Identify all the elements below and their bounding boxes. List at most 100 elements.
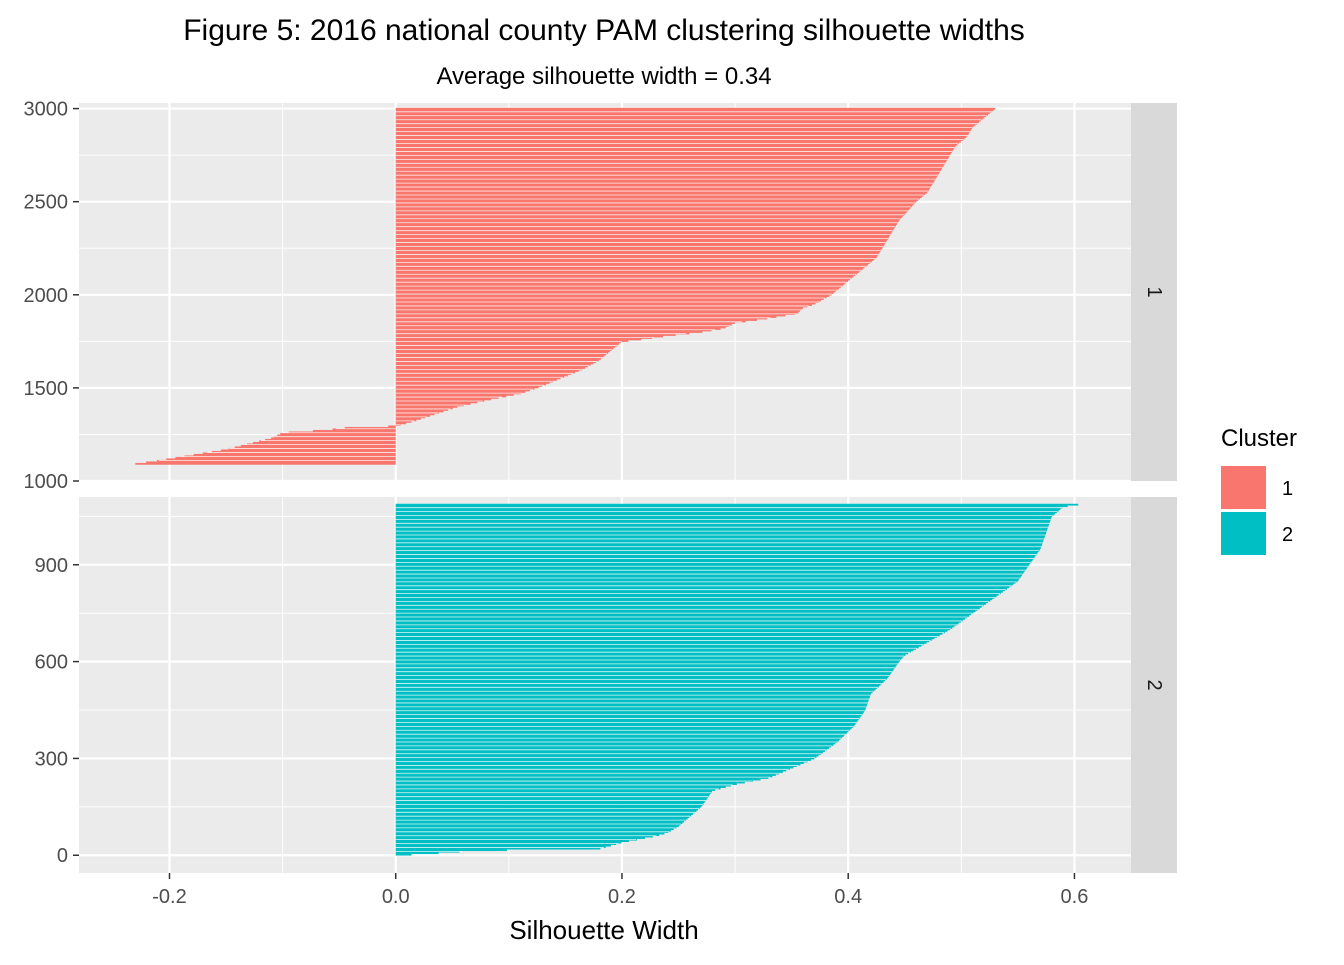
silhouette-bar	[395, 310, 800, 312]
silhouette-bar	[395, 419, 417, 422]
silhouette-bar	[395, 613, 972, 616]
silhouette-bar	[395, 115, 987, 118]
silhouette-bar	[395, 422, 407, 425]
silhouette-bar	[395, 786, 726, 788]
silhouette-bar	[395, 664, 897, 667]
silhouette-bar	[271, 437, 396, 440]
silhouette-bar	[395, 590, 1003, 593]
silhouette-bar	[395, 361, 597, 363]
silhouette-bar	[395, 218, 900, 221]
silhouette-bar	[395, 625, 955, 628]
silhouette-bar	[395, 705, 867, 707]
silhouette-bar	[395, 182, 933, 185]
silhouette-bar	[395, 563, 1030, 566]
silhouette-bar	[395, 829, 672, 832]
silhouette-bar	[395, 717, 860, 719]
silhouette-bar	[395, 703, 868, 706]
silhouette-bar	[395, 578, 1019, 581]
silhouette-bar	[395, 658, 902, 661]
silhouette-bar	[395, 688, 876, 691]
silhouette-bar	[240, 444, 396, 447]
silhouette-bar	[395, 766, 794, 769]
silhouette-bar	[395, 229, 894, 231]
silhouette-bar	[277, 434, 396, 437]
silhouette-bar	[395, 687, 878, 689]
silhouette-bar	[395, 810, 697, 812]
silhouette-bar	[395, 398, 492, 401]
silhouette-bar	[395, 598, 993, 601]
silhouette-bar	[395, 808, 699, 811]
silhouette-bar	[395, 665, 896, 668]
silhouette-bar	[395, 131, 970, 134]
silhouette-bar	[395, 678, 887, 680]
silhouette-bar	[332, 428, 396, 431]
silhouette-bar	[395, 247, 883, 249]
silhouette-bar	[395, 119, 981, 122]
silhouette-bar	[395, 401, 478, 404]
silhouette-bar	[395, 765, 797, 767]
silhouette-bar	[220, 449, 396, 452]
silhouette-bar	[395, 574, 1022, 577]
silhouette-bar	[395, 742, 836, 745]
silhouette-bar	[395, 227, 895, 230]
silhouette-bar	[395, 712, 863, 715]
silhouette-bar	[395, 735, 844, 737]
silhouette-bar	[395, 550, 1039, 553]
facet-strip-label: 2	[1143, 679, 1165, 690]
silhouette-bar	[395, 149, 953, 152]
silhouette-bar	[395, 118, 983, 121]
silhouette-bar	[395, 235, 890, 237]
silhouette-bar	[395, 754, 819, 757]
silhouette-bar	[395, 341, 621, 344]
silhouette-bar	[395, 520, 1051, 523]
silhouette-bar	[395, 317, 768, 320]
silhouette-bar	[395, 667, 895, 670]
silhouette-bar	[395, 781, 745, 784]
silhouette-bar	[395, 292, 834, 294]
silhouette-bar	[395, 280, 849, 282]
silhouette-bar	[395, 638, 932, 641]
silhouette-bar	[395, 116, 985, 119]
silhouette-bar	[395, 777, 769, 779]
silhouette-bar	[395, 295, 830, 297]
silhouette-bar	[395, 268, 863, 270]
silhouette-bar	[395, 822, 683, 825]
silhouette-bar	[395, 160, 947, 163]
silhouette-bar	[395, 793, 710, 796]
silhouette-bar	[395, 284, 843, 287]
silhouette-bar	[395, 293, 832, 296]
silhouette-bar	[395, 316, 777, 318]
silhouette-bar	[395, 343, 619, 345]
silhouette-bar	[395, 608, 978, 611]
facet-panels: 1000 1500 2000 2500 3000 1 0 300 600 900 2	[24, 99, 1177, 873]
silhouette-bar	[395, 744, 834, 746]
silhouette-bar	[395, 283, 845, 285]
silhouette-bar	[395, 640, 930, 643]
silhouette-bar	[395, 802, 704, 805]
silhouette-bar	[395, 771, 783, 773]
silhouette-bar	[395, 107, 996, 110]
silhouette-bar	[395, 739, 839, 742]
silhouette-bar	[395, 784, 732, 787]
y-tick-label: 900	[35, 555, 68, 577]
silhouette-bar	[395, 311, 799, 314]
silhouette-bar	[395, 394, 514, 396]
silhouette-bar	[395, 328, 721, 330]
silhouette-bar	[395, 383, 546, 386]
silhouette-bar	[395, 346, 616, 348]
silhouette-bar	[395, 371, 576, 374]
silhouette-bar	[395, 121, 979, 124]
silhouette-bar	[395, 801, 705, 803]
silhouette-bar	[395, 307, 803, 309]
silhouette-bar	[395, 355, 605, 357]
silhouette-bar	[395, 274, 856, 276]
x-axis-label: Silhouette Width	[509, 915, 698, 945]
silhouette-bar	[395, 530, 1047, 533]
silhouette-bar	[395, 377, 561, 380]
silhouette-bar	[395, 837, 645, 840]
x-tick-label: 0.0	[382, 886, 410, 908]
silhouette-bar	[395, 593, 999, 596]
silhouette-bar	[395, 798, 707, 800]
silhouette-bar	[395, 395, 507, 398]
silhouette-bar	[395, 697, 870, 700]
